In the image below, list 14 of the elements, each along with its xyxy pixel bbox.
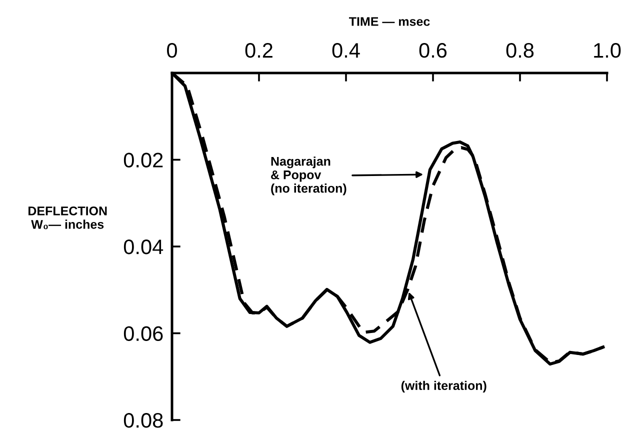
annotation: (with iteration) — [401, 380, 486, 392]
x-tick-label: 1.0 — [594, 43, 621, 58]
y-axis-title: DEFLECTION W₀— inches — [28, 206, 107, 230]
y-tick-label: 0.02 — [124, 152, 163, 168]
x-tick-label: 0.8 — [506, 43, 534, 58]
x-tick-label: 0.6 — [419, 43, 447, 58]
x-axis-title: TIME — msec — [349, 17, 430, 26]
y-tick-label: 0.04 — [124, 240, 164, 254]
annotation: Nagarajan & Popov (no iteration) — [271, 156, 346, 196]
x-tick-label: 0 — [167, 43, 177, 58]
x-tick-label: 0.2 — [245, 43, 272, 58]
y-tick-label: 0.08 — [124, 413, 163, 428]
x-tick-label: 0.4 — [332, 43, 360, 58]
y-tick-label: 0.06 — [124, 326, 163, 342]
